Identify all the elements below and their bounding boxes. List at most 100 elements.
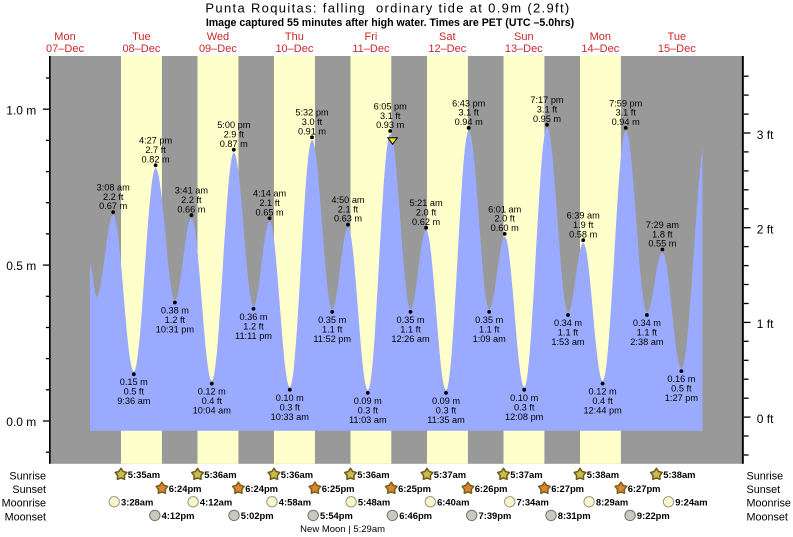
svg-text:0.60 m: 0.60 m	[491, 223, 519, 233]
svg-text:11:11 pm: 11:11 pm	[235, 331, 272, 341]
svg-text:10:31 pm: 10:31 pm	[156, 325, 195, 335]
svg-text:0.94 m: 0.94 m	[455, 117, 483, 127]
svg-text:5:21 am: 5:21 am	[409, 198, 443, 208]
svg-text:Sun: Sun	[514, 31, 534, 43]
svg-text:Moonrise: Moonrise	[747, 498, 791, 510]
svg-text:6:25pm: 6:25pm	[398, 483, 431, 494]
svg-text:Moonrise: Moonrise	[2, 498, 46, 510]
svg-text:10:33 am: 10:33 am	[271, 412, 310, 422]
svg-text:9:36 am: 9:36 am	[117, 396, 151, 406]
svg-text:Moonset: Moonset	[747, 511, 788, 523]
svg-text:0.93 m: 0.93 m	[376, 120, 404, 130]
svg-text:14–Dec: 14–Dec	[581, 43, 619, 55]
svg-text:Sunrise: Sunrise	[9, 470, 46, 482]
svg-text:3:28am: 3:28am	[121, 496, 153, 507]
svg-text:11–Dec: 11–Dec	[352, 43, 390, 55]
svg-text:3 ft: 3 ft	[757, 128, 774, 142]
svg-text:0.3 ft: 0.3 ft	[280, 402, 301, 412]
svg-text:5:37am: 5:37am	[434, 469, 466, 480]
svg-text:2.1 ft: 2.1 ft	[259, 198, 280, 208]
svg-text:0.63 m: 0.63 m	[334, 214, 362, 224]
svg-text:0.91 m: 0.91 m	[298, 126, 326, 136]
svg-text:1.2 ft: 1.2 ft	[243, 321, 264, 331]
svg-text:12:44 pm: 12:44 pm	[583, 406, 622, 416]
svg-text:4:12am: 4:12am	[200, 496, 232, 507]
svg-text:12:26 am: 12:26 am	[391, 334, 430, 344]
svg-text:2.2 ft: 2.2 ft	[181, 195, 202, 205]
svg-text:1.1 ft: 1.1 ft	[479, 324, 500, 334]
svg-text:3.0 ft: 3.0 ft	[302, 117, 323, 127]
svg-text:0.65 m: 0.65 m	[256, 207, 284, 217]
svg-text:0.4 ft: 0.4 ft	[592, 396, 613, 406]
svg-text:6:05 pm: 6:05 pm	[374, 101, 408, 111]
svg-text:7:29 am: 7:29 am	[646, 220, 680, 230]
svg-text:0.34 m: 0.34 m	[633, 318, 661, 328]
svg-text:5:36am: 5:36am	[357, 469, 389, 480]
svg-text:Moonset: Moonset	[5, 511, 46, 523]
svg-text:0.58 m: 0.58 m	[569, 229, 597, 239]
svg-text:5:35am: 5:35am	[128, 469, 160, 480]
svg-text:5:37am: 5:37am	[510, 469, 542, 480]
svg-text:0.94 m: 0.94 m	[612, 117, 640, 127]
svg-text:7:34am: 7:34am	[517, 496, 549, 507]
svg-text:5:36am: 5:36am	[204, 469, 236, 480]
svg-text:0 ft: 0 ft	[757, 412, 774, 426]
svg-text:10–Dec: 10–Dec	[275, 43, 313, 55]
svg-text:Punta Roquitas: falling ordin: Punta Roquitas: falling ordinary tide at…	[205, 0, 570, 15]
svg-text:Sunset: Sunset	[12, 484, 46, 496]
svg-text:5:54pm: 5:54pm	[320, 510, 353, 521]
svg-text:1.1 ft: 1.1 ft	[322, 324, 343, 334]
svg-text:1.9 ft: 1.9 ft	[573, 220, 594, 230]
svg-text:9:24am: 9:24am	[675, 496, 707, 507]
svg-text:4:50 am: 4:50 am	[331, 195, 365, 205]
svg-text:Sunrise: Sunrise	[747, 470, 784, 482]
svg-text:0.87 m: 0.87 m	[220, 139, 248, 149]
svg-text:7:17 pm: 7:17 pm	[530, 95, 564, 105]
svg-text:11:35 am: 11:35 am	[427, 415, 465, 425]
svg-text:0.34 m: 0.34 m	[554, 318, 582, 328]
svg-text:0.66 m: 0.66 m	[177, 204, 205, 214]
svg-text:9:22pm: 9:22pm	[637, 510, 670, 521]
svg-text:0.10 m: 0.10 m	[510, 393, 538, 403]
svg-text:1 ft: 1 ft	[757, 317, 774, 331]
svg-text:Mon: Mon	[54, 31, 75, 43]
svg-text:2.1 ft: 2.1 ft	[338, 204, 359, 214]
svg-text:6:01 am: 6:01 am	[488, 204, 522, 214]
svg-text:0.67 m: 0.67 m	[99, 201, 127, 211]
svg-text:0.09 m: 0.09 m	[354, 396, 382, 406]
svg-text:Fri: Fri	[364, 31, 377, 43]
svg-text:1.1 ft: 1.1 ft	[558, 328, 579, 338]
svg-text:5:32 pm: 5:32 pm	[295, 108, 329, 118]
svg-text:0.3 ft: 0.3 ft	[514, 402, 535, 412]
svg-text:0.4 ft: 0.4 ft	[202, 396, 223, 406]
svg-text:6:46pm: 6:46pm	[399, 510, 432, 521]
svg-text:6:27pm: 6:27pm	[628, 483, 661, 494]
svg-text:6:24pm: 6:24pm	[169, 483, 202, 494]
svg-text:6:43 pm: 6:43 pm	[452, 98, 486, 108]
svg-text:2.0 ft: 2.0 ft	[494, 214, 515, 224]
svg-text:New Moon | 5:29am: New Moon | 5:29am	[300, 524, 385, 535]
svg-text:4:58am: 4:58am	[279, 496, 311, 507]
svg-text:3:41 am: 3:41 am	[175, 186, 209, 196]
svg-text:1.0 m: 1.0 m	[6, 103, 36, 117]
svg-text:10:04 am: 10:04 am	[193, 406, 232, 416]
svg-text:6:40am: 6:40am	[437, 496, 469, 507]
svg-text:8:29am: 8:29am	[596, 496, 628, 507]
svg-text:6:26pm: 6:26pm	[475, 483, 508, 494]
svg-text:5:00 pm: 5:00 pm	[217, 120, 251, 130]
svg-text:1:09 am: 1:09 am	[473, 334, 507, 344]
svg-text:0.3 ft: 0.3 ft	[358, 405, 379, 415]
svg-text:1.1 ft: 1.1 ft	[637, 328, 658, 338]
svg-text:0.10 m: 0.10 m	[276, 393, 304, 403]
svg-text:12:08 pm: 12:08 pm	[505, 412, 544, 422]
svg-text:Tue: Tue	[668, 31, 687, 43]
svg-text:4:14 am: 4:14 am	[253, 189, 287, 199]
svg-text:7:39pm: 7:39pm	[479, 510, 512, 521]
svg-text:3.1 ft: 3.1 ft	[458, 108, 479, 118]
svg-text:6:27pm: 6:27pm	[551, 483, 584, 494]
svg-text:6:25pm: 6:25pm	[322, 483, 355, 494]
svg-text:0.16 m: 0.16 m	[667, 374, 695, 384]
svg-text:2:38 am: 2:38 am	[630, 337, 664, 347]
svg-text:12–Dec: 12–Dec	[428, 43, 466, 55]
svg-text:0.35 m: 0.35 m	[475, 315, 503, 325]
